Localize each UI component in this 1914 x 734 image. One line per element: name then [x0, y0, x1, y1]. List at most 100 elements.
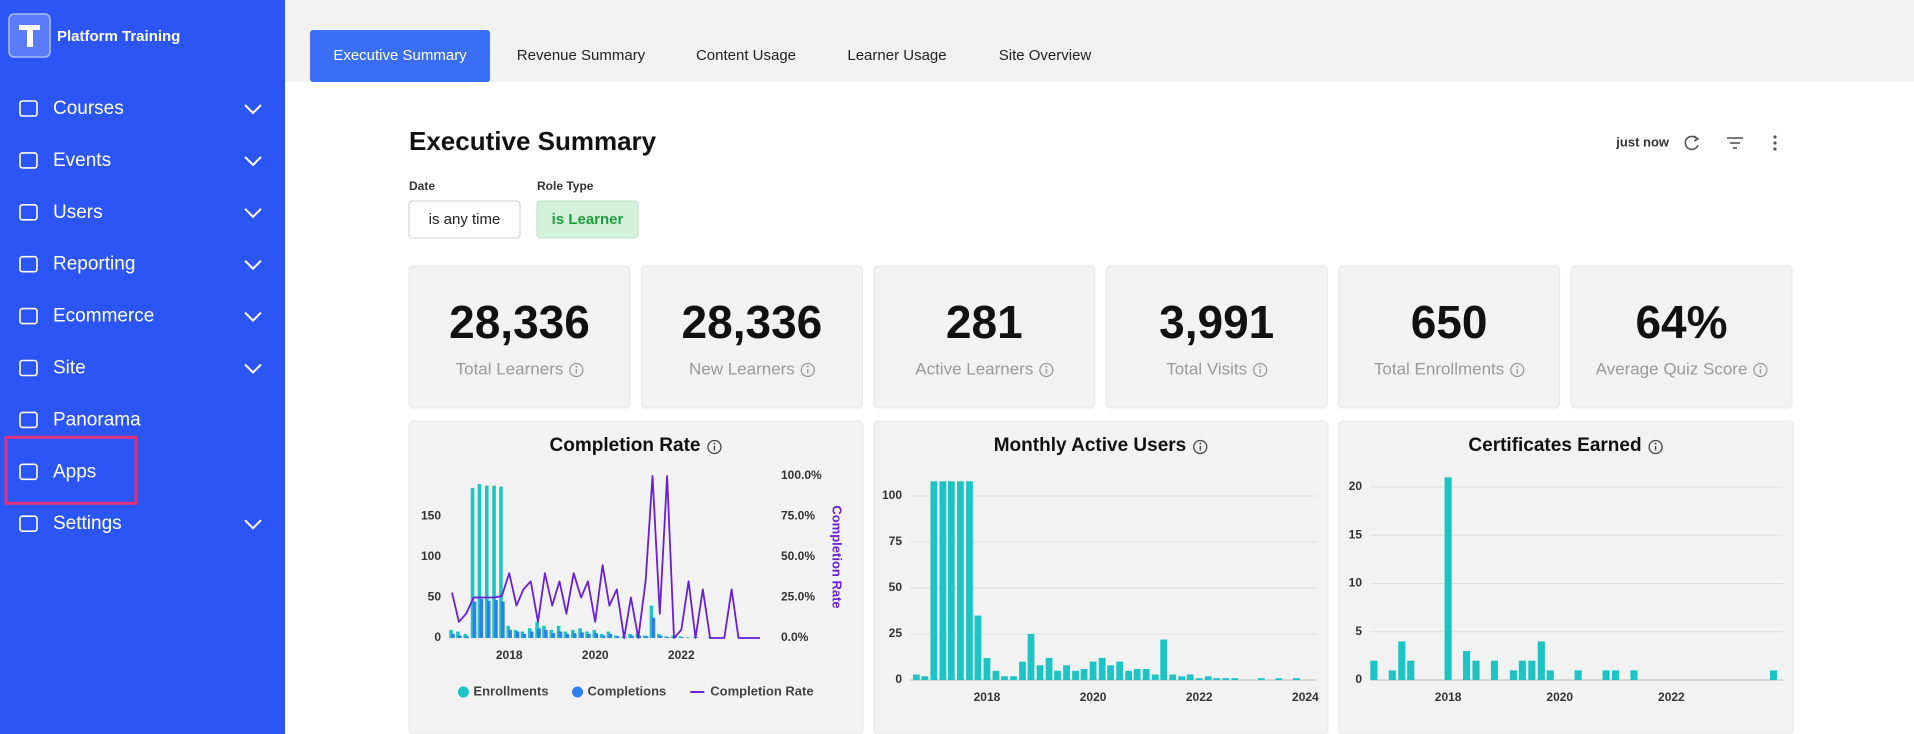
chart: Completion Rate 0 50 100 150 0.0% 25.0% 50.0% 75…: [408, 420, 864, 734]
chart: Monthly Active Users 0 25 50 75 100 2018 2020 20…: [873, 420, 1329, 734]
filter-button[interactable]: [1727, 137, 1743, 149]
info-icon: [806, 365, 809, 368]
bar: [685, 637, 690, 638]
menu-item[interactable]: Users: [19, 202, 262, 223]
bar: [535, 621, 539, 638]
menu-icon: [19, 463, 38, 481]
brand-name: Platform Training: [57, 28, 180, 45]
bar: [1186, 674, 1194, 680]
bar: [1098, 657, 1106, 680]
kpi-label: Total Learners: [456, 359, 564, 378]
menu-item[interactable]: Courses: [19, 98, 262, 119]
bar: [477, 484, 482, 638]
menu-icon: [19, 152, 38, 169]
bar: [544, 629, 548, 638]
info-icon: [800, 362, 815, 378]
y2-tick-label: 0.0%: [781, 630, 809, 644]
y-tick-label: 15: [1349, 527, 1363, 541]
card: [408, 420, 864, 734]
bar: [1472, 660, 1480, 680]
bar: [1036, 665, 1044, 680]
bar: [499, 486, 503, 638]
refresh-button[interactable]: [1684, 135, 1700, 151]
tab[interactable]: Executive Summary: [310, 30, 490, 82]
x-tick-label: 2020: [582, 648, 609, 662]
menu-item[interactable]: Site: [19, 358, 262, 379]
bar: [678, 636, 683, 638]
menu-item[interactable]: Apps: [4, 435, 138, 505]
bar: [1275, 678, 1283, 680]
bar: [515, 631, 520, 638]
bar: [585, 631, 589, 638]
filter-chip[interactable]: is Learner: [536, 200, 639, 239]
menu-icon: [19, 307, 38, 325]
chip-value: is any time: [429, 211, 501, 228]
y2-tick-label: 50.0%: [781, 549, 815, 563]
bar: [1063, 665, 1070, 680]
menu-item[interactable]: Events: [19, 150, 262, 171]
bar: [1107, 665, 1115, 680]
bar: [649, 605, 654, 638]
bar: [570, 629, 575, 638]
menu-label: Reporting: [53, 254, 135, 275]
page-title: Executive Summary: [409, 126, 657, 156]
filter-chip[interactable]: is any time: [408, 200, 521, 239]
dot: [1773, 147, 1777, 151]
info-icon: [1253, 362, 1268, 378]
bar: [451, 633, 455, 638]
highlight-box: [4, 435, 138, 505]
menu-label: Users: [53, 202, 103, 223]
menu-item[interactable]: Panorama: [19, 409, 141, 430]
menu-icon: [19, 359, 38, 377]
tab-bar: [285, 0, 1914, 82]
card: [1338, 265, 1561, 409]
bar: [486, 600, 491, 638]
bar: [1509, 670, 1518, 680]
menu-item[interactable]: Reporting: [19, 254, 262, 275]
y-tick-label: 75: [889, 534, 903, 548]
tab[interactable]: Learner Usage: [847, 47, 946, 64]
bar: [508, 629, 512, 638]
info-icon: [1510, 362, 1525, 378]
bar: [1089, 661, 1097, 680]
tab[interactable]: Revenue Summary: [517, 47, 646, 64]
bar: [614, 635, 618, 638]
bar: [664, 636, 668, 638]
menu-label: Apps: [53, 461, 96, 482]
kpi-value: 281: [946, 296, 1023, 348]
kpi-card: 281 Active Learners: [873, 265, 1096, 409]
y2-axis-label: Completion Rate: [830, 505, 845, 608]
kpi-label: New Learners: [689, 359, 795, 378]
menu-label: Ecommerce: [53, 306, 154, 327]
bar: [1518, 660, 1526, 680]
tab[interactable]: Site Overview: [999, 47, 1092, 64]
bar: [957, 481, 964, 680]
bar: [456, 631, 460, 638]
tab[interactable]: Content Usage: [696, 47, 796, 64]
chevron: [244, 363, 262, 374]
bar: [1257, 678, 1265, 680]
menu-item[interactable]: Settings: [19, 513, 262, 534]
menu-item[interactable]: Ecommerce: [19, 306, 262, 327]
chip-box: [408, 200, 521, 239]
menu-icon: [19, 204, 38, 221]
kpi-label: Total Enrollments: [1374, 359, 1504, 378]
brand[interactable]: Platform Training: [8, 13, 180, 58]
bar: [606, 631, 611, 638]
logo-mark: [19, 25, 40, 47]
card: [1338, 420, 1794, 734]
legend-label: Enrollments: [473, 683, 548, 698]
tab-label: Content Usage: [696, 47, 796, 64]
bar: [1370, 660, 1378, 680]
bar: [1080, 668, 1088, 680]
dot: [1773, 141, 1777, 145]
kpi-card: 28,336 Total Learners: [408, 265, 631, 409]
bar: [1116, 661, 1124, 680]
bar: [470, 488, 475, 638]
x-tick-label: 2018: [496, 648, 523, 662]
y-tick-label: 10: [1349, 576, 1363, 590]
bar: [1027, 634, 1035, 680]
more-button[interactable]: [1773, 135, 1777, 151]
x-tick-label: 2024: [1292, 690, 1319, 704]
bar: [558, 631, 563, 638]
